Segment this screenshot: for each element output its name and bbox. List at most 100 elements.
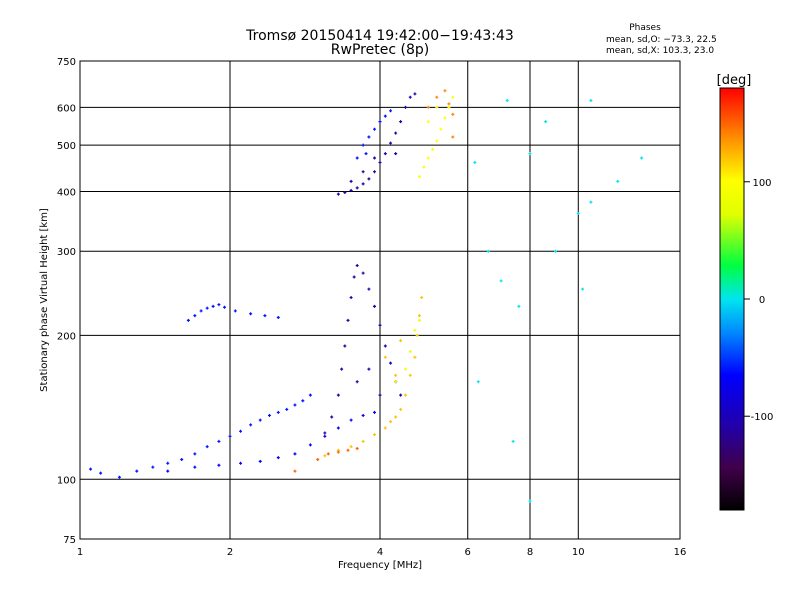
colorbar — [719, 87, 745, 511]
data-point — [323, 434, 327, 438]
data-point — [511, 439, 515, 443]
colorbar-tick-label: 0 — [759, 295, 765, 306]
data-point — [346, 448, 350, 452]
data-point — [355, 186, 359, 190]
data-point — [517, 304, 521, 308]
chart-title-line2: RwPretec (8p) — [331, 42, 429, 58]
data-point — [413, 355, 417, 359]
data-points — [89, 89, 644, 503]
data-point — [89, 467, 93, 471]
data-point — [99, 471, 103, 475]
data-point — [435, 105, 439, 109]
x-tick-label: 6 — [465, 547, 471, 558]
data-point — [476, 380, 480, 384]
data-point — [326, 452, 330, 456]
data-point — [378, 160, 382, 164]
data-point — [217, 439, 221, 443]
gridlines — [80, 61, 680, 539]
data-point — [435, 139, 439, 143]
data-point — [417, 314, 421, 318]
data-point — [581, 287, 585, 291]
data-point — [349, 188, 353, 192]
data-point — [422, 165, 426, 169]
data-point — [355, 380, 359, 384]
data-point — [276, 456, 280, 460]
data-point — [223, 305, 227, 309]
data-point — [576, 211, 580, 215]
data-point — [383, 426, 387, 430]
data-point — [373, 127, 377, 131]
data-point — [263, 314, 267, 318]
data-point — [505, 99, 509, 103]
data-point — [367, 287, 371, 291]
data-point — [349, 296, 353, 300]
data-point — [361, 182, 365, 186]
data-point — [589, 200, 593, 204]
data-point — [228, 434, 232, 438]
data-point — [413, 92, 417, 96]
data-point — [367, 367, 371, 371]
data-point — [301, 399, 305, 403]
data-point — [399, 120, 403, 124]
data-point — [135, 469, 139, 473]
data-point — [193, 314, 197, 318]
data-point — [373, 156, 377, 160]
data-point — [408, 95, 412, 99]
stats-line-o: mean, sd,O: −73.3, 22.5 — [606, 35, 717, 45]
data-point — [343, 344, 347, 348]
data-point — [239, 429, 243, 433]
data-point — [439, 127, 443, 131]
data-point — [378, 323, 382, 327]
data-point — [308, 393, 312, 397]
colorbar-tick-label: 100 — [752, 178, 771, 189]
data-point — [323, 454, 327, 458]
data-point — [180, 457, 184, 461]
data-point — [417, 318, 421, 322]
data-point — [447, 102, 451, 106]
data-point — [443, 116, 447, 120]
data-point — [373, 410, 377, 414]
data-point — [399, 407, 403, 411]
data-point — [361, 413, 365, 417]
data-point — [443, 89, 447, 93]
data-point — [394, 380, 398, 384]
data-point — [193, 452, 197, 456]
data-point — [394, 152, 398, 156]
data-point — [276, 315, 280, 319]
data-point — [276, 410, 280, 414]
data-point — [640, 156, 644, 160]
chart-title-line1: Tromsø 20150414 19:42:00−19:43:43 — [245, 28, 514, 44]
data-point — [205, 306, 209, 310]
data-point — [249, 312, 253, 316]
data-point — [383, 114, 387, 118]
data-point — [451, 95, 455, 99]
data-point — [389, 109, 393, 113]
data-point — [349, 445, 353, 449]
data-point — [361, 439, 365, 443]
data-point — [394, 415, 398, 419]
data-point — [389, 361, 393, 365]
data-point — [166, 461, 170, 465]
y-tick-label: 400 — [57, 187, 76, 198]
data-point — [340, 367, 344, 371]
data-point — [367, 135, 371, 139]
data-point — [399, 393, 403, 397]
y-axis-label: Stationary phase Virtual Height [km] — [39, 208, 50, 392]
data-point — [293, 452, 297, 456]
colorbar-tick-label: -100 — [751, 412, 774, 423]
x-axis-label: Frequency [MHz] — [338, 560, 422, 571]
data-point — [473, 160, 477, 164]
data-point — [486, 249, 490, 253]
y-tick-label: 600 — [57, 103, 76, 114]
x-tick-label: 2 — [227, 547, 233, 558]
data-point — [239, 461, 243, 465]
x-tick-label: 10 — [572, 547, 585, 558]
data-point — [417, 174, 421, 178]
data-point — [415, 333, 419, 337]
data-point — [316, 457, 320, 461]
data-point — [403, 105, 407, 109]
axis-ticks: 1 2 4 6 8 10 16 75 100 200 300 400 500 600 750 — [57, 57, 686, 558]
data-point — [373, 304, 377, 308]
data-point — [389, 420, 393, 424]
data-point — [211, 304, 215, 308]
